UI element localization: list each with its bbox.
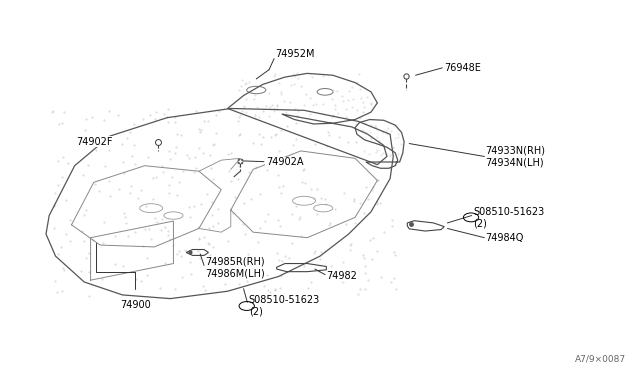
Text: 74952M: 74952M [275,49,315,59]
Text: 74985R(RH)
74986M(LH): 74985R(RH) 74986M(LH) [205,256,265,278]
Text: A7/9×0087: A7/9×0087 [575,354,626,363]
Text: 76948E: 76948E [444,63,481,73]
Text: 74982: 74982 [326,272,357,282]
Text: 74902A: 74902A [266,157,303,167]
Text: S08510-51623
(2): S08510-51623 (2) [473,206,544,228]
Text: 74900: 74900 [120,301,150,311]
Text: 74902F: 74902F [76,137,113,147]
Text: 74933N(RH)
74934N(LH): 74933N(RH) 74934N(LH) [486,146,546,167]
Text: S08510-51623
(2): S08510-51623 (2) [248,295,320,317]
Text: 74984Q: 74984Q [486,233,524,243]
